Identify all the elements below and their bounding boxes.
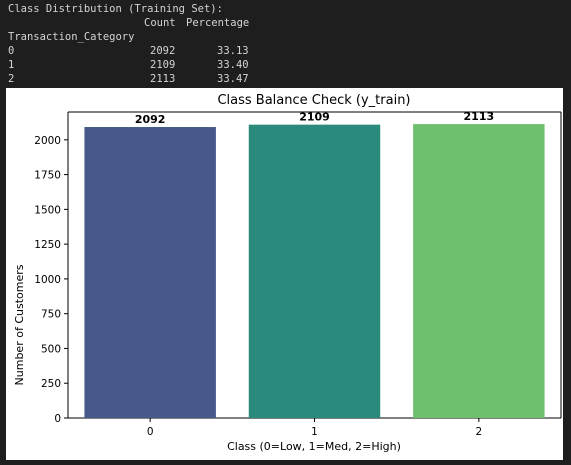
index-label: Transaction_Category (8, 31, 135, 43)
row-index: 0 (8, 45, 15, 57)
y-tick-label: 1500 (34, 204, 61, 216)
row-count: 2092 (150, 45, 176, 57)
y-tick-label: 2000 (34, 135, 61, 147)
y-tick-label: 0 (54, 413, 61, 425)
y-tick-label: 250 (41, 378, 61, 390)
y-tick-label: 1750 (34, 170, 61, 182)
row-count: 2109 (150, 59, 176, 71)
x-tick-label: 0 (147, 426, 154, 438)
row-index: 2 (8, 73, 15, 85)
row-percentage: 33.47 (217, 73, 249, 85)
y-axis-label: Number of Customers (13, 264, 26, 385)
x-tick-label: 1 (311, 426, 318, 438)
row-count: 2113 (150, 73, 176, 85)
bar (248, 124, 381, 418)
x-tick-label: 2 (475, 426, 482, 438)
output-heading: Class Distribution (Training Set): (8, 3, 223, 15)
chart-title: Class Balance Check (y_train) (217, 93, 410, 108)
bars: 2092 2109 2113 (84, 110, 545, 419)
row-index: 1 (8, 59, 15, 71)
bar-value-label: 2092 (135, 113, 166, 126)
y-tick-label: 500 (41, 343, 61, 355)
bar (413, 124, 545, 419)
column-header-count: Count (144, 17, 176, 29)
y-tick-label: 1000 (34, 274, 61, 286)
row-percentage: 33.40 (217, 59, 249, 71)
bar-chart: Class Balance Check (y_train) Class (0=L… (13, 93, 562, 453)
y-tick-label: 750 (41, 309, 61, 321)
row-percentage: 33.13 (217, 45, 249, 57)
bar-value-label: 2113 (464, 110, 495, 123)
output-console: Class Distribution (Training Set): Count… (0, 0, 571, 88)
bar-value-label: 2109 (299, 111, 330, 124)
column-header-percentage: Percentage (186, 17, 250, 29)
bar (84, 127, 216, 418)
x-axis-label: Class (0=Low, 1=Med, 2=High) (227, 440, 401, 453)
y-tick-label: 1250 (34, 239, 61, 251)
chart-output: Class Balance Check (y_train) Class (0=L… (6, 88, 563, 460)
